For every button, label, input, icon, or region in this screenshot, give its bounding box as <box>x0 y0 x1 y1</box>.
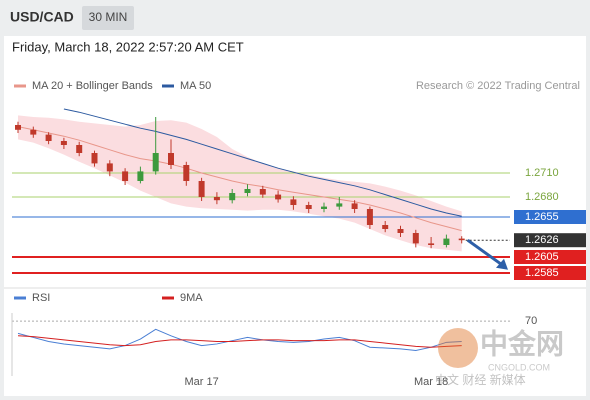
candle-body <box>15 125 21 130</box>
watermark: 中金网 CNGOLD.COM 中文 财经 新媒体 <box>435 327 564 387</box>
candle-body <box>259 189 266 195</box>
candle-body <box>443 238 450 245</box>
level-label: 1.2626 <box>525 234 559 246</box>
candle-body <box>275 194 282 200</box>
candle-body <box>106 163 113 172</box>
candle-body <box>122 171 129 181</box>
target-arrowhead <box>496 258 508 270</box>
x-tick-label: Mar 18 <box>414 376 448 388</box>
target-arrow <box>466 238 503 267</box>
level-label: 1.2605 <box>525 251 559 263</box>
rsi-line <box>17 328 462 351</box>
candle-body <box>91 153 98 164</box>
candle-body <box>351 203 358 209</box>
candle-body <box>183 165 190 181</box>
symbol: USD/CAD <box>10 9 74 25</box>
level-label: 1.2585 <box>525 267 559 279</box>
watermark-logo <box>438 328 478 368</box>
legend-label: MA 50 <box>180 80 211 92</box>
level-label-box <box>514 210 586 224</box>
candle-body <box>336 203 343 207</box>
level-label: 1.2710 <box>525 167 559 179</box>
watermark-slogan: 中文 财经 新媒体 <box>435 372 526 387</box>
level-label: 1.2680 <box>525 191 559 203</box>
candle-body <box>412 233 419 244</box>
candle-body <box>458 238 465 241</box>
timeframe-badge <box>82 6 134 30</box>
candle-body <box>397 229 404 233</box>
candle-body <box>290 199 297 205</box>
candle-body <box>244 189 251 193</box>
legend-label: MA 20 + Bollinger Bands <box>32 80 153 92</box>
timestamp: Friday, March 18, 2022 2:57:20 AM CET <box>12 39 244 54</box>
level-label-box <box>514 233 586 248</box>
candle-body <box>366 209 373 225</box>
candle-body <box>428 243 435 245</box>
candle-body <box>382 225 389 229</box>
candle-body <box>76 145 83 153</box>
candle-body <box>168 153 174 165</box>
level-label-box <box>514 250 586 264</box>
candle-body <box>45 134 52 141</box>
candle-body <box>305 205 312 209</box>
candle-body <box>137 171 144 181</box>
x-tick-label: Mar 17 <box>184 376 218 388</box>
rsi-line <box>17 335 462 348</box>
candle-body <box>198 181 205 197</box>
candle-body <box>30 129 37 135</box>
credit: Research © 2022 Trading Central <box>416 80 580 92</box>
watermark-site: CNGOLD.COM <box>488 362 550 372</box>
panel <box>4 36 586 396</box>
timeframe: 30 MIN <box>89 10 128 24</box>
candle-body <box>60 141 67 145</box>
ma-line <box>63 108 462 217</box>
candle-body <box>213 197 220 201</box>
level-label: 1.2655 <box>525 211 559 223</box>
candle-body <box>152 153 159 172</box>
candle-body <box>229 193 236 201</box>
y-tick-label: 70 <box>525 315 537 327</box>
legend-label: 9MA <box>180 292 203 304</box>
legend-label: RSI <box>32 292 50 304</box>
ma-line <box>17 126 462 232</box>
watermark-brand: 中金网 <box>480 327 564 359</box>
candle-body <box>321 206 327 209</box>
level-label-box <box>514 266 586 280</box>
